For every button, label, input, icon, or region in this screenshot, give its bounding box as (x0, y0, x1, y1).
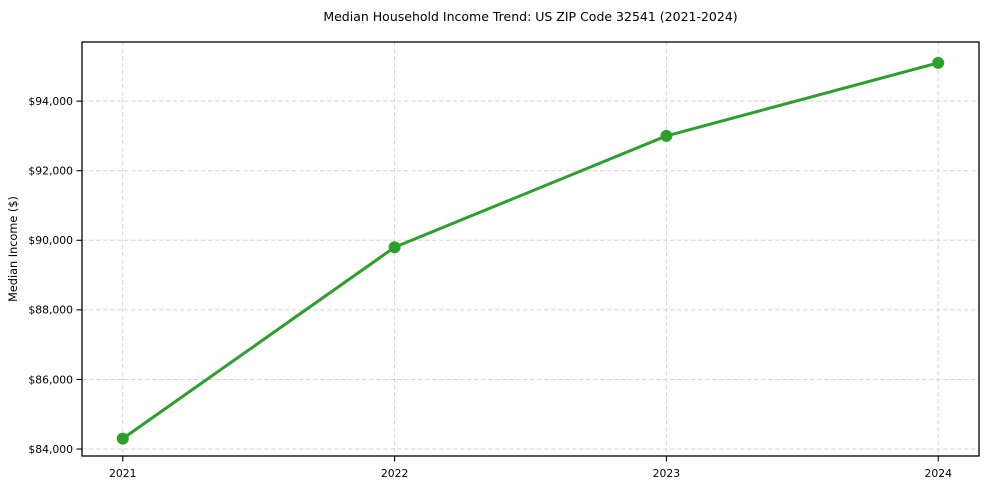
trend-line (121, 61, 940, 441)
y-axis-label: Median Income ($) (7, 196, 20, 302)
x-tick-label: 2021 (109, 467, 136, 480)
y-tick-label: $84,000 (28, 443, 73, 456)
y-tick-label: $86,000 (28, 373, 73, 386)
y-tick-label: $94,000 (28, 95, 73, 108)
data-point-2022 (388, 241, 401, 254)
y-tick-label: $88,000 (28, 304, 73, 317)
x-tick-label: 2022 (381, 467, 408, 480)
y-tick-label: $90,000 (28, 234, 73, 247)
x-tick-label: 2023 (653, 467, 680, 480)
y-tick-label: $92,000 (28, 165, 73, 178)
data-point-2024 (932, 56, 945, 69)
plot-border (81, 41, 980, 457)
data-point-2021 (116, 432, 129, 445)
chart-title: Median Household Income Trend: US ZIP Co… (323, 9, 737, 24)
data-point-2023 (660, 129, 673, 142)
x-tick-label: 2024 (924, 467, 952, 480)
